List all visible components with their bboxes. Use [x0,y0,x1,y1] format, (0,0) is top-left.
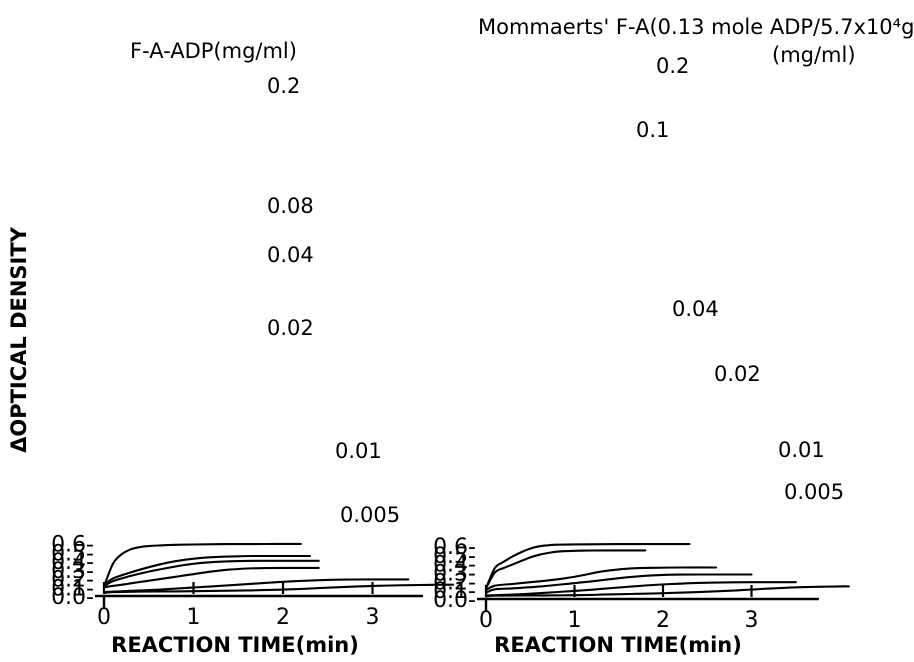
series-line-0.005 [484,585,850,598]
shared-y-axis-title: ΔOPTICAL DENSITY [7,226,31,453]
y-tick-label: 0.3- [433,561,476,586]
series-label-0.04: 0.04 [267,243,314,267]
right-panel: Mommaerts' F-A(0.13 mole ADP/5.7x10⁴g) (… [433,15,914,657]
y-tick-label: 0.4- [51,550,94,575]
series-label-0.02: 0.02 [267,316,314,340]
right-x-axis-title: REACTION TIME(min) [494,633,742,657]
series-line-0.02 [484,573,753,594]
series-line-0.02 [102,566,320,589]
y-tick-label: 0.5- [51,541,94,566]
x-tick-label: 1 [568,608,582,633]
y-tick-label: 0.2- [433,570,476,595]
left-x-axis-title: REACTION TIME(min) [111,633,359,657]
series-line-0.2 [484,543,691,590]
series-label-0.01: 0.01 [778,438,825,462]
left-panel-title: F-A-ADP(mg/ml) [130,39,297,63]
series-label-0.005: 0.005 [784,480,844,504]
x-tick-label: 2 [656,608,670,633]
series-line-0.04 [484,566,718,592]
y-tick-label: 0.5- [433,544,476,569]
x-tick-label: 3 [745,608,759,633]
y-tick-label: 0.1- [51,576,94,601]
x-tick-label: 0 [97,605,111,630]
series-label-0.08: 0.08 [267,194,314,218]
series-line-0.005 [102,583,455,594]
x-tick-label: 1 [187,605,201,630]
series-label-0.01: 0.01 [335,439,382,463]
series-line-0.01 [484,581,797,597]
series-line-0.1 [484,549,647,590]
x-tick-label: 3 [366,605,380,630]
y-tick-label: 0.0- [433,588,476,613]
right-panel-subtitle: (mg/ml) [772,43,856,67]
series-line-0.08 [102,554,311,587]
series-label-0.2: 0.2 [656,54,689,78]
series-line-0.2 [102,542,302,588]
x-tick-label: 0 [479,608,493,633]
y-tick-label: 0.0- [51,585,94,610]
left-panel: F-A-ADP(mg/ml) REACTION TIME(min) 0.0-0.… [51,39,455,657]
y-tick-label: 0.1- [433,579,476,604]
series-label-0.02: 0.02 [714,362,761,386]
y-tick-label: 0.2- [51,568,94,593]
x-tick-label: 2 [276,605,290,630]
series-line-0.01 [102,578,410,594]
y-tick-label: 0.3- [51,559,94,584]
y-tick-label: 0.6- [433,535,476,560]
y-tick-label: 0.4- [433,553,476,578]
series-label-0.1: 0.1 [636,118,669,142]
y-tick-label: 0.6- [51,533,94,558]
series-label-0.04: 0.04 [672,297,719,321]
series-line-0.04 [102,559,320,588]
right-panel-title: Mommaerts' F-A(0.13 mole ADP/5.7x10⁴g) [478,15,914,39]
series-label-0.2: 0.2 [267,74,300,98]
series-label-0.005: 0.005 [340,503,400,527]
